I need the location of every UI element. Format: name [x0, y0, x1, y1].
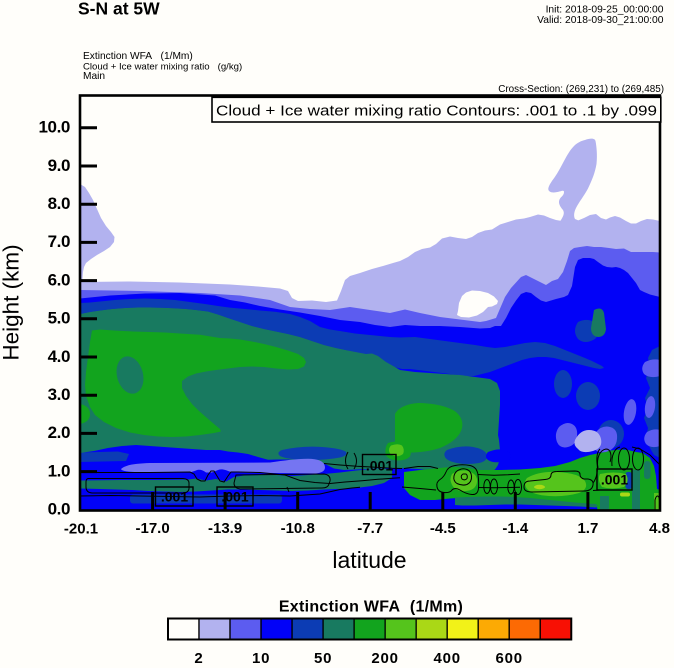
svg-text:latitude: latitude: [332, 547, 406, 573]
svg-text:200: 200: [371, 650, 398, 667]
svg-text:-1.4: -1.4: [502, 520, 529, 537]
svg-text:Extinction WFA (1/Mm): Extinction WFA (1/Mm): [83, 51, 193, 62]
svg-text:Extinction WFA (1/Mm): Extinction WFA (1/Mm): [279, 599, 463, 616]
svg-text:400: 400: [433, 650, 460, 667]
svg-text:Main: Main: [83, 71, 105, 82]
svg-text:.001: .001: [366, 458, 393, 474]
svg-text:Cloud + Ice water mixing ratio: Cloud + Ice water mixing ratio Contours:…: [216, 103, 657, 120]
svg-text:.001: .001: [221, 489, 248, 505]
svg-text:8.0: 8.0: [48, 194, 70, 213]
svg-text:5.0: 5.0: [48, 309, 70, 328]
svg-text:Init: 2018-09-25_00:00:00: Init: 2018-09-25_00:00:00: [546, 5, 664, 16]
svg-text:-20.1: -20.1: [64, 521, 98, 538]
svg-text:4.8: 4.8: [649, 520, 670, 537]
svg-text:-17.0: -17.0: [135, 520, 169, 537]
svg-text:Valid: 2018-09-30_21:00:00: Valid: 2018-09-30_21:00:00: [537, 15, 664, 26]
svg-text:-4.5: -4.5: [430, 520, 456, 537]
svg-text:-10.8: -10.8: [281, 520, 315, 537]
svg-text:6.0: 6.0: [48, 270, 70, 289]
svg-text:0.0: 0.0: [48, 500, 70, 519]
svg-text:7.0: 7.0: [48, 232, 70, 251]
svg-text:2: 2: [194, 650, 203, 667]
svg-text:4.0: 4.0: [48, 347, 70, 366]
svg-text:-7.7: -7.7: [357, 520, 383, 537]
svg-text:2.0: 2.0: [48, 423, 70, 442]
svg-text:1.0: 1.0: [48, 461, 70, 480]
svg-text:1.7: 1.7: [577, 520, 598, 537]
svg-text:9.0: 9.0: [48, 156, 70, 175]
svg-text:10: 10: [252, 650, 270, 667]
svg-text:.001: .001: [601, 472, 628, 488]
svg-text:Cross-Section: (269,231) to (2: Cross-Section: (269,231) to (269,485): [498, 84, 664, 95]
svg-text:Cloud + Ice water mixing ratio: Cloud + Ice water mixing ratio (g/kg): [83, 61, 242, 72]
svg-text:-13.9: -13.9: [208, 520, 242, 537]
svg-text:10.0: 10.0: [39, 118, 71, 137]
svg-text:S-N at 5W: S-N at 5W: [78, 0, 160, 19]
svg-text:.001: .001: [161, 489, 188, 505]
svg-text:600: 600: [495, 650, 522, 667]
svg-text:50: 50: [314, 650, 332, 667]
svg-text:3.0: 3.0: [48, 385, 70, 404]
svg-text:Height (km): Height (km): [0, 244, 24, 360]
